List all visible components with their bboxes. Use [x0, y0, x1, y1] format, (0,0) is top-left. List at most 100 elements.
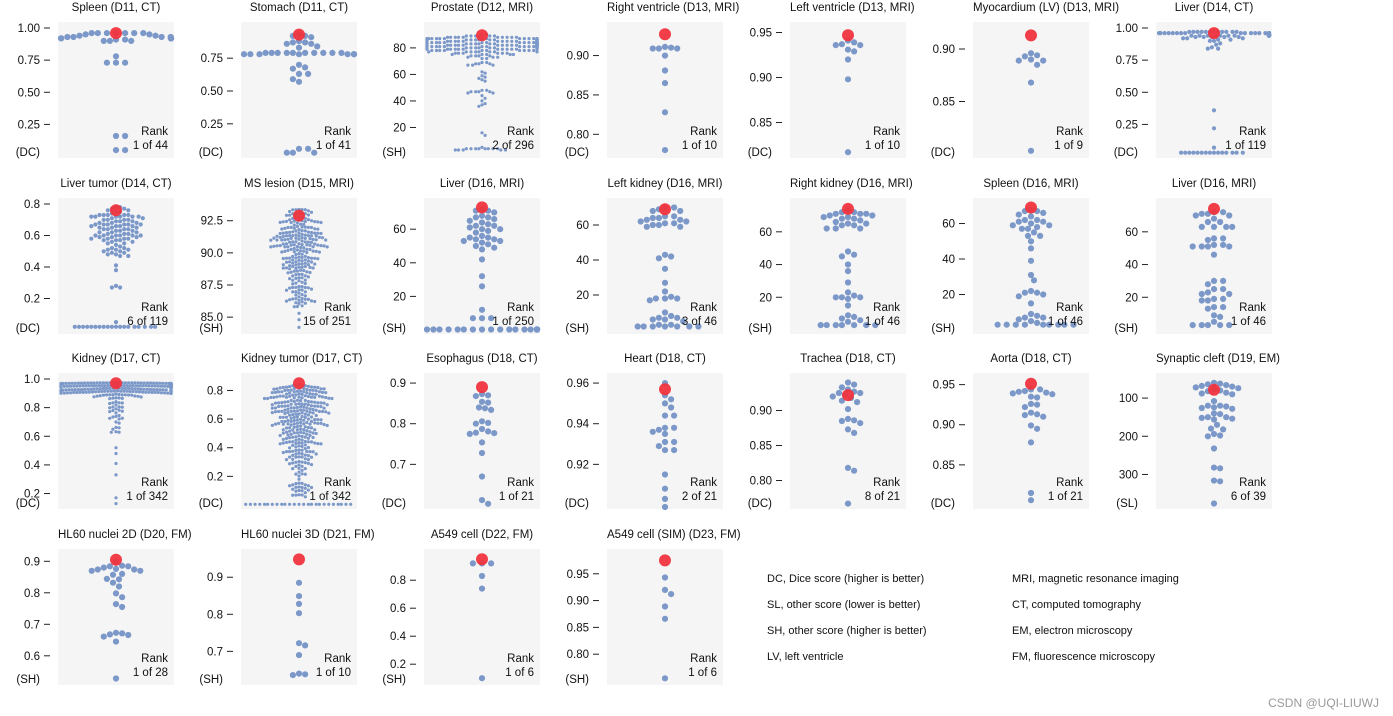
y-tick-label: 60 [393, 69, 406, 81]
data-point [1189, 33, 1194, 38]
data-point [1198, 290, 1205, 298]
data-point [288, 234, 292, 238]
data-point [1198, 297, 1205, 304]
data-point [302, 428, 306, 432]
data-point [445, 43, 450, 47]
data-point [284, 426, 289, 430]
data-point [491, 63, 495, 67]
y-tick-label: 0.4 [24, 460, 41, 472]
data-point [145, 381, 149, 385]
data-point [480, 131, 484, 135]
data-point [292, 406, 296, 410]
data-point [280, 238, 284, 242]
data-point [1218, 41, 1223, 46]
data-point [120, 416, 124, 420]
data-point [291, 282, 295, 286]
rank-label: Rank [324, 653, 351, 665]
data-point [316, 243, 320, 247]
data-point [67, 381, 71, 385]
data-point [532, 41, 536, 45]
data-point [278, 235, 282, 239]
data-point [89, 236, 94, 241]
data-point [68, 391, 73, 395]
data-point [477, 50, 481, 54]
data-point [492, 34, 497, 38]
data-point [677, 223, 684, 230]
data-point [126, 324, 131, 329]
data-point [319, 442, 323, 446]
data-point [661, 288, 669, 295]
data-point [300, 252, 304, 256]
metric-label: (SH) [1114, 323, 1138, 335]
highlight-point [476, 553, 488, 566]
data-point [313, 227, 317, 231]
data-point [289, 236, 293, 240]
data-point [505, 47, 509, 51]
data-point [309, 395, 314, 399]
data-point [303, 254, 307, 258]
data-point [316, 257, 320, 261]
data-point [126, 381, 131, 385]
data-point [1027, 422, 1035, 429]
data-point [291, 440, 295, 444]
data-point [478, 315, 486, 322]
data-point [72, 384, 76, 388]
metric-label: (DC) [16, 147, 40, 159]
data-point [294, 233, 298, 237]
data-point [308, 270, 312, 275]
data-point [122, 206, 127, 211]
data-point [302, 390, 306, 394]
data-point [311, 149, 318, 156]
data-point [505, 51, 509, 55]
data-point [1210, 251, 1218, 258]
data-point [108, 401, 112, 406]
y-tick-label: 0.9 [24, 556, 40, 568]
data-point [299, 427, 303, 431]
rank-value: 1 of 6 [688, 667, 717, 679]
data-point [81, 384, 85, 388]
panel-title: MS lesion (D15, MRI) [244, 178, 354, 190]
data-point [492, 42, 497, 46]
data-point [851, 322, 858, 329]
data-point [1034, 61, 1041, 68]
data-point [113, 242, 119, 247]
data-point [119, 562, 126, 569]
data-point [1204, 305, 1211, 312]
data-point [1198, 210, 1205, 217]
data-point [668, 253, 675, 260]
data-point [103, 575, 110, 582]
data-point [291, 449, 295, 453]
data-point [863, 322, 870, 329]
data-point [295, 600, 303, 607]
data-point [303, 219, 307, 224]
data-point [1195, 150, 1200, 155]
data-point [483, 71, 487, 75]
data-point [302, 49, 309, 57]
data-point [152, 381, 156, 385]
data-point [288, 230, 292, 234]
data-point [291, 483, 295, 487]
data-point [314, 249, 318, 253]
data-point [291, 234, 295, 238]
data-point [120, 393, 124, 397]
data-point [514, 39, 519, 43]
data-point [661, 316, 669, 323]
data-point [661, 615, 669, 622]
data-point [496, 39, 500, 43]
data-point [1210, 416, 1218, 423]
data-point [78, 384, 82, 388]
data-point [1229, 391, 1236, 398]
data-point [1204, 433, 1211, 440]
data-point [674, 323, 681, 330]
data-point [116, 389, 120, 393]
data-point [480, 45, 484, 49]
data-point [649, 323, 656, 330]
data-point [281, 266, 285, 270]
data-point [118, 228, 123, 233]
data-point [278, 220, 282, 224]
data-point [295, 51, 303, 58]
data-point [492, 46, 497, 50]
